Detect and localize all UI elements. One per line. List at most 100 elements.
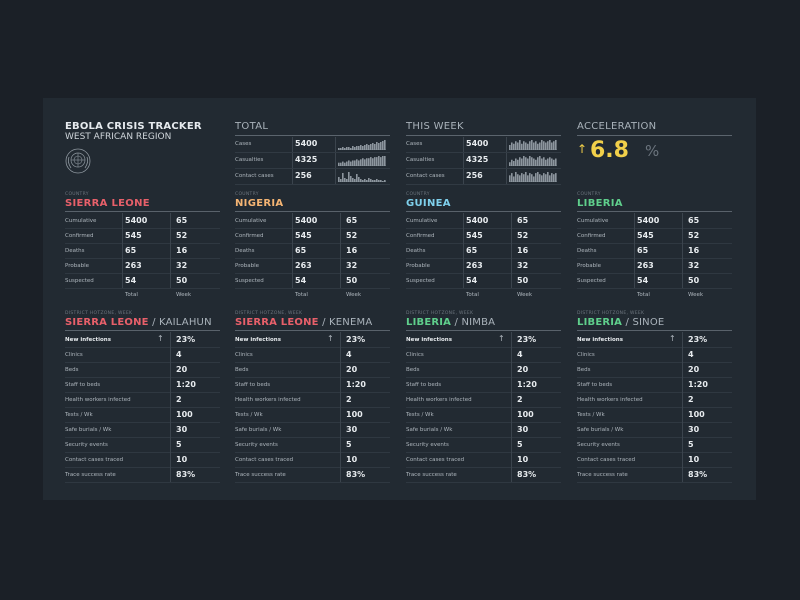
arrow-up-icon: ↑: [498, 334, 505, 343]
sparkline-bar: [541, 175, 543, 182]
row-label: Safe burials / Wk: [235, 427, 282, 433]
sparkline-bar: [529, 156, 531, 166]
divider: [577, 135, 732, 136]
hotzone-stat-row: Safe burials / Wk 30: [235, 422, 390, 438]
row-value: 4325: [466, 155, 489, 164]
row-label: Contact cases traced: [577, 457, 636, 463]
sparkline-bar: [523, 141, 525, 150]
sparkline-bar: [352, 178, 354, 182]
hotzone-value: 4: [176, 350, 182, 359]
footer-week-label: Week: [517, 292, 533, 298]
sparkline-bar: [340, 179, 342, 182]
country-stat-row: Confirmed 545 52: [65, 228, 220, 244]
sparkline-bar: [382, 181, 384, 182]
sparkline-bar: [350, 161, 352, 166]
sparkline-bar: [362, 146, 364, 150]
country-caption: COUNTRY: [577, 192, 601, 197]
sparkline-bar: [344, 178, 346, 182]
row-label: Contact cases: [406, 173, 445, 179]
sparkline-bar: [372, 143, 374, 150]
country-stat-row: Probable 263 32: [235, 258, 390, 274]
sparkline-bar: [362, 180, 364, 182]
sparkline-bar: [509, 145, 511, 150]
row-label: Deaths: [577, 248, 597, 254]
sparkline-bar: [529, 141, 531, 150]
total-value: 263: [295, 261, 312, 270]
sparkline: [338, 172, 386, 182]
total-value: 65: [466, 246, 478, 255]
hotzone-value: 100: [346, 410, 363, 419]
sparkline-bar: [519, 175, 521, 182]
country-stat-row: Probable 263 32: [65, 258, 220, 274]
row-label: Cumulative: [65, 218, 97, 224]
sparkline-bar: [531, 140, 533, 150]
sparkline-bar: [525, 172, 527, 182]
sparkline: [509, 156, 557, 166]
hotzone-stat-row: Tests / Wk 100: [577, 407, 732, 423]
row-label: Staff to beds: [406, 382, 442, 388]
hotzone-value: 20: [688, 365, 700, 374]
hotzone-stat-row: Contact cases traced 10: [235, 452, 390, 468]
row-label: Suspected: [65, 278, 94, 284]
week-value: 65: [176, 216, 188, 225]
sparkline-bar: [384, 156, 386, 166]
hotzone-name: LIBERIA / SINOE: [577, 317, 665, 328]
row-label: New infections: [577, 337, 623, 343]
hotzone-stat-row: New infections ↑ 23%: [235, 332, 390, 348]
row-label: Confirmed: [65, 233, 94, 239]
sparkline-bar: [342, 173, 344, 182]
sparkline-bar: [517, 142, 519, 150]
hotzone-district: NIMBA: [461, 317, 496, 328]
hotzone-name: SIERRA LEONE / KENEMA: [235, 317, 373, 328]
hotzone-value: 1:20: [176, 380, 196, 389]
sparkline-bar: [543, 173, 545, 182]
week-value: 52: [176, 231, 188, 240]
sparkline-bar: [515, 158, 517, 166]
sparkline-bar: [364, 145, 366, 150]
sparkline-bar: [537, 143, 539, 150]
divider: [406, 135, 561, 136]
row-label: Contact cases traced: [406, 457, 465, 463]
row-label: Health workers infected: [406, 397, 472, 403]
country-caption: COUNTRY: [65, 192, 89, 197]
sparkline-bar: [533, 142, 535, 150]
divider: [577, 330, 732, 331]
footer-week-label: Week: [346, 292, 362, 298]
sparkline-bar: [338, 162, 340, 166]
hotzone-stat-row: Contact cases traced 10: [65, 452, 220, 468]
sparkline-bar: [376, 157, 378, 166]
footer-week-label: Week: [688, 292, 704, 298]
hotzone-stat-row: Contact cases traced 10: [577, 452, 732, 468]
hotzone-value: 23%: [688, 335, 708, 344]
sparkline-bar: [531, 157, 533, 166]
country-stat-row: Deaths 65 16: [406, 243, 561, 259]
sparkline-bar: [541, 140, 543, 150]
row-value: 5400: [466, 139, 489, 148]
row-label: Health workers infected: [577, 397, 643, 403]
row-label: Contact cases: [235, 173, 274, 179]
country-name: NIGERIA: [235, 198, 284, 209]
sparkline-bar: [513, 143, 515, 150]
total-value: 545: [295, 231, 312, 240]
country-stat-row: Suspected 54 50: [235, 273, 390, 289]
sparkline-bar: [382, 141, 384, 150]
week-value: 32: [346, 261, 358, 270]
sparkline-bar: [515, 141, 517, 150]
divider: [235, 135, 390, 136]
row-label: New infections: [235, 337, 281, 343]
hotzone-stat-row: Safe burials / Wk 30: [65, 422, 220, 438]
total-value: 65: [637, 246, 649, 255]
sparkline-bar: [374, 144, 376, 150]
summary-row: Cases 5400: [406, 137, 561, 153]
footer-total-label: Total: [466, 292, 479, 298]
sparkline-bar: [527, 158, 529, 166]
sparkline-bar: [382, 156, 384, 166]
hotzone-value: 23%: [346, 335, 366, 344]
sparkline-bar: [370, 144, 372, 150]
sparkline-bar: [380, 157, 382, 166]
sparkline-bar: [370, 157, 372, 166]
sparkline-bar: [342, 161, 344, 166]
row-label: Contact cases traced: [65, 457, 124, 463]
sparkline-bar: [368, 145, 370, 150]
row-label: Security events: [577, 442, 620, 448]
